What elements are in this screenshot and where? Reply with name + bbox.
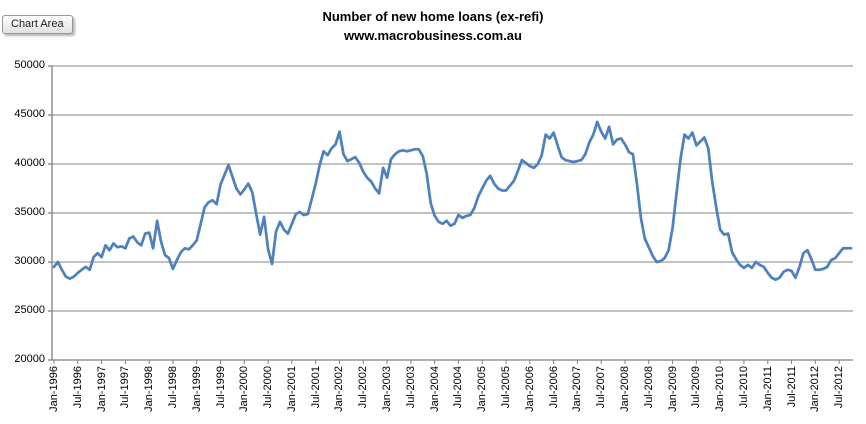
x-axis-tick-label: Jul-2000: [262, 366, 275, 409]
x-axis-tick-label: Jan-1998: [143, 366, 156, 412]
y-axis-tick-label: 20000: [14, 353, 45, 365]
x-axis-tick-label: Jul-2004: [452, 366, 465, 409]
y-axis-tick-label: 30000: [14, 255, 45, 267]
x-axis-tick-label: Jan-2000: [238, 366, 251, 412]
chart-title: Number of new home loans (ex-refi): [322, 9, 544, 24]
x-axis-tick-label: Jan-1997: [95, 366, 108, 412]
chart-area-tooltip: Chart Area: [2, 15, 73, 34]
x-axis-tick-label: Jan-2008: [618, 366, 631, 412]
y-axis-tick-label: 40000: [14, 157, 45, 169]
x-axis-tick-label: Jul-1999: [214, 366, 227, 409]
x-axis-tick-label: Jul-2010: [737, 366, 750, 409]
x-axis-tick-label: Jul-2007: [595, 366, 608, 409]
x-axis-tick-label: Jan-2002: [333, 366, 346, 412]
x-axis-tick-label: Jan-2012: [809, 366, 822, 412]
x-axis-tick-label: Jan-2011: [761, 366, 774, 412]
x-axis-tick-label: Jan-2004: [428, 366, 441, 412]
x-axis-tick-label: Jul-1996: [71, 366, 84, 409]
y-axis-tick-label: 25000: [14, 304, 45, 316]
x-axis-tick-label: Jul-2002: [357, 366, 370, 409]
x-axis-tick-label: Jan-2001: [285, 366, 298, 412]
x-axis-tick-label: Jan-1996: [47, 366, 60, 412]
x-axis-tick-label: Jan-2005: [476, 366, 489, 412]
y-axis-tick-label: 35000: [14, 206, 45, 218]
x-axis-tick-label: Jan-2006: [523, 366, 536, 412]
x-axis-tick-label: Jul-2001: [309, 366, 322, 409]
x-axis-tick-label: Jan-1999: [190, 366, 203, 412]
chart-subtitle: www.macrobusiness.com.au: [344, 28, 522, 43]
x-axis-tick-label: Jul-2006: [547, 366, 560, 409]
x-axis-tick-label: Jul-2011: [785, 366, 798, 408]
data-series-line[interactable]: [52, 120, 853, 281]
x-axis-tick-label: Jul-2008: [642, 366, 655, 409]
x-axis-tick-label: Jul-1998: [166, 366, 179, 409]
y-axis-tick-label: 45000: [14, 108, 45, 120]
x-axis-tick-label: Jan-2007: [571, 366, 584, 412]
x-axis-tick-label: Jul-2005: [500, 366, 513, 409]
y-axis-tick-label: 50000: [14, 59, 45, 71]
x-axis-tick-label: Jul-2012: [833, 366, 846, 409]
x-axis-tick-label: Jan-2010: [714, 366, 727, 412]
x-axis-tick-label: Jul-2003: [404, 366, 417, 409]
x-axis-tick-label: Jan-2009: [666, 366, 679, 412]
x-axis-tick-label: Jan-2003: [381, 366, 394, 412]
x-axis-tick-label: Jul-2009: [690, 366, 703, 409]
x-axis-tick-label: Jul-1997: [119, 366, 132, 409]
